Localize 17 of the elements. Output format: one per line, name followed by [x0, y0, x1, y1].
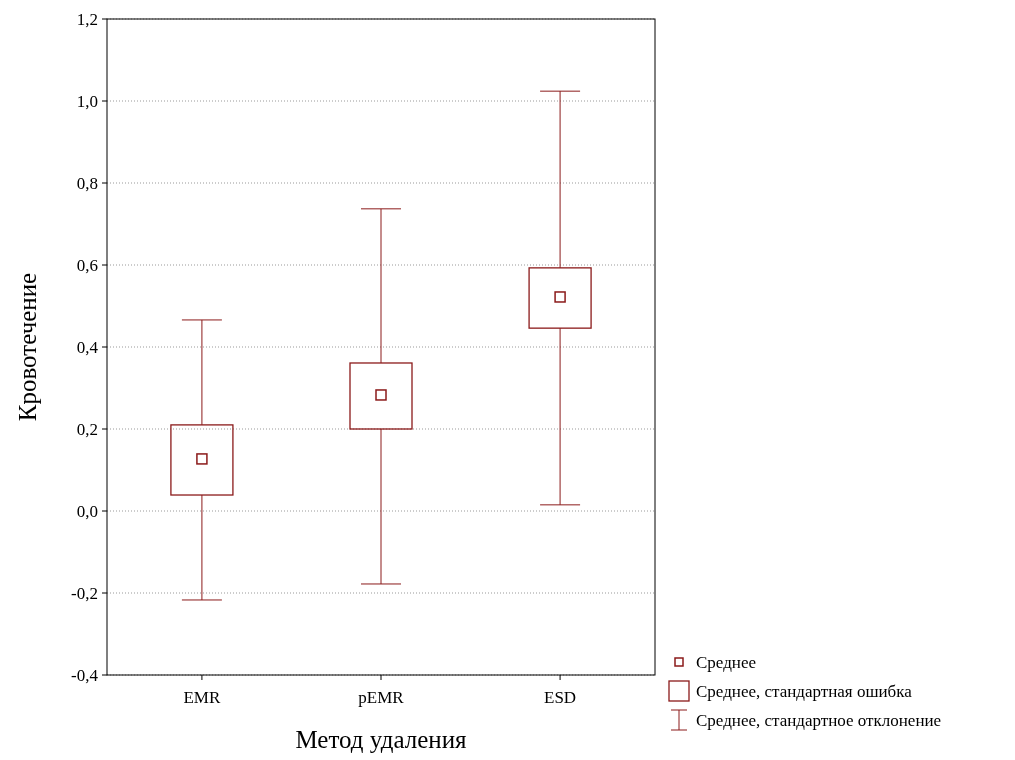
y-tick-label: 0,4 [76, 337, 99, 357]
x-tick-label: pEMR [358, 688, 405, 707]
x-tick-label: EMR [183, 688, 221, 707]
y-tick-label: 1,2 [76, 9, 98, 29]
y-tick-label: 0,6 [76, 255, 98, 275]
y-tick-label: -0,4 [71, 665, 99, 685]
x-axis-title: Метод удаления [295, 726, 468, 753]
y-tick-label: -0,2 [71, 583, 98, 603]
text: Среднее, стандартное отклонение [696, 710, 942, 730]
x-tick-label: ESD [544, 688, 577, 707]
y-tick-label: 1,0 [76, 91, 98, 111]
y-axis-title: Кровотечение [14, 272, 41, 422]
y-tick-label: 0,8 [76, 173, 98, 193]
y-tick-label: 0,2 [76, 419, 98, 439]
text: Среднее, стандартная ошибка [696, 681, 913, 701]
y-tick-label: 0,0 [76, 501, 98, 521]
text: Среднее [696, 652, 756, 672]
